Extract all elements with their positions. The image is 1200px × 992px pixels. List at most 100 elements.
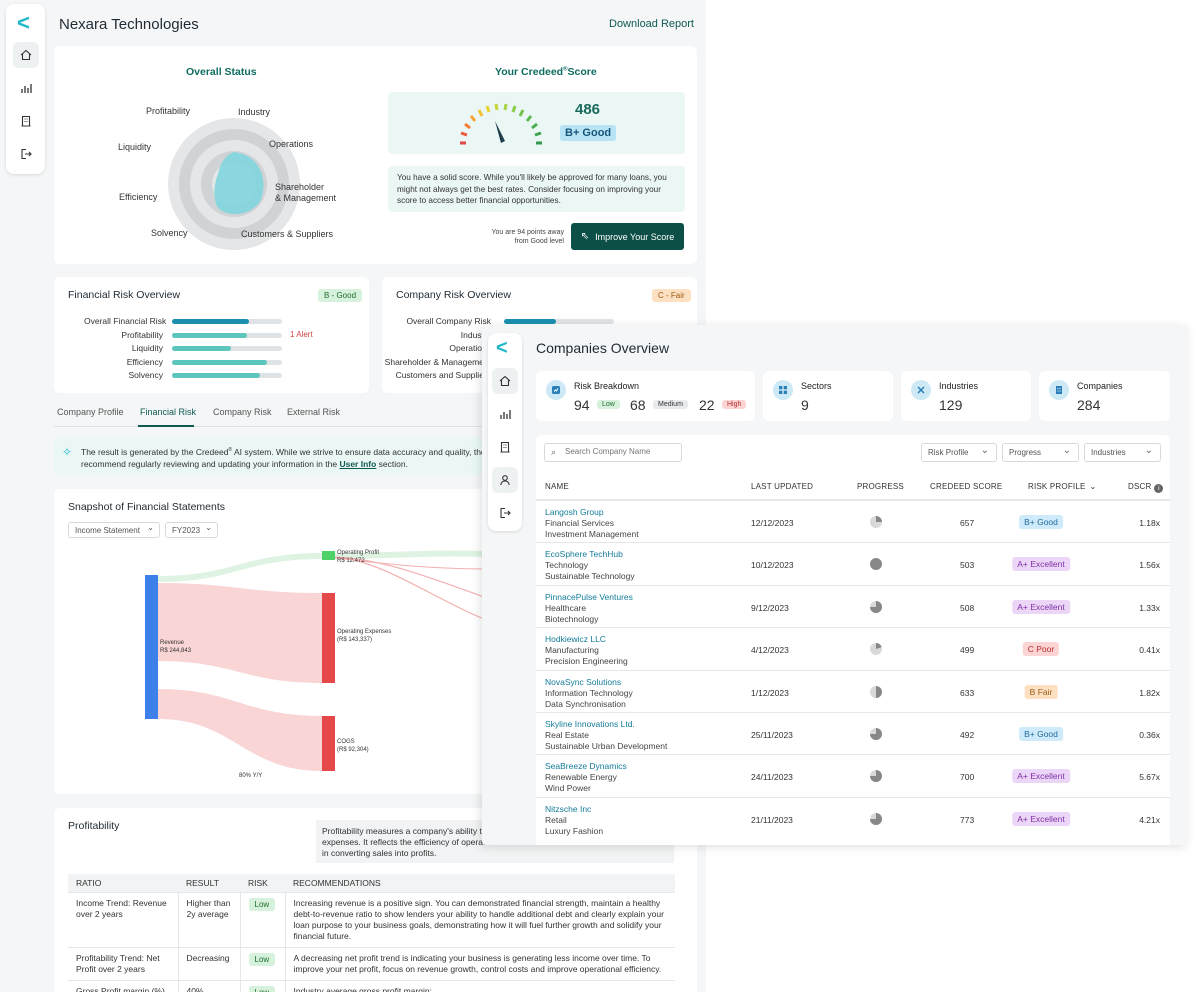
tab-financial-risk[interactable]: Financial Risk <box>140 407 197 417</box>
header-risk[interactable]: RISK PROFILE ⌄ <box>1028 482 1097 491</box>
header-dscr[interactable]: DSCR i <box>1128 482 1164 493</box>
company-industry: Sustainable Urban Development <box>545 741 668 751</box>
table-row[interactable]: Langosh Group Financial Services Investm… <box>536 500 1170 543</box>
search-input[interactable] <box>565 447 677 456</box>
company-industry: Wind Power <box>545 783 591 794</box>
profitability-title: Profitability <box>68 820 120 832</box>
company-name-link[interactable]: NovaSync Solutions <box>545 676 622 687</box>
table-row: Gross Profit margin (%) 40% Low Industry… <box>68 980 675 992</box>
risk-profile-badge: A+ Excellent <box>1012 769 1070 784</box>
last-updated: 24/11/2023 <box>751 772 793 783</box>
table-row: Profitability Trend: Net Profit over 2 y… <box>68 947 675 980</box>
user-info-link[interactable]: User Info <box>339 459 377 469</box>
industries-card: Industries 129 <box>901 371 1031 421</box>
radar-label-operations: Operations <box>269 139 314 149</box>
company-industry: Sustainable Technology <box>545 571 635 582</box>
table-row[interactable]: Hodkiewicz LLC Manufacturing Precision E… <box>536 627 1170 671</box>
financial-risk-bar-fill <box>172 346 232 351</box>
company-name-link[interactable]: Nitzsche Inc <box>545 803 592 814</box>
table-header: RESULT <box>186 877 219 888</box>
company-risk-label: Overall Company Risk <box>406 316 491 326</box>
financial-risk-bar <box>172 319 282 324</box>
dscr-value: 5.67x <box>1139 772 1160 783</box>
search-icon: ⌕ <box>551 447 557 457</box>
progress-filter[interactable]: Progress <box>1002 443 1079 462</box>
financial-risk-label: Overall Financial Risk <box>84 316 167 326</box>
tab-underline <box>54 426 697 427</box>
building-icon[interactable] <box>492 434 518 460</box>
building-icon[interactable] <box>13 108 39 134</box>
header-updated[interactable]: LAST UPDATED <box>751 482 814 491</box>
risk-profile-badge: B+ Good <box>1019 727 1063 741</box>
chart-icon[interactable] <box>13 75 39 101</box>
progress-pie <box>870 812 882 825</box>
high-count: 22 <box>699 397 715 413</box>
header-name[interactable]: NAME <box>545 482 569 491</box>
sankey-label-op-profit: Operating Profit <box>337 550 380 556</box>
company-risk-label: Customers and Suppliers <box>395 370 491 380</box>
download-report-link[interactable]: Download Report <box>609 18 694 30</box>
score-panel: 486 B+ Good <box>388 92 685 154</box>
credeed-score: 499 <box>960 645 975 656</box>
logout-icon[interactable] <box>13 141 39 167</box>
medium-count: 68 <box>630 397 646 413</box>
home-icon[interactable] <box>492 368 518 394</box>
table-row[interactable]: NovaSync Solutions Information Technolog… <box>536 669 1170 713</box>
company-risk-label: Shareholder & Management <box>384 356 491 367</box>
status-card: Overall Status Profitability Industry Op… <box>54 46 697 264</box>
financial-risk-label: Liquidity <box>131 343 163 353</box>
company-sector: Financial Services <box>545 518 614 528</box>
dscr-value: 0.41x <box>1139 645 1160 656</box>
table-row[interactable]: Nitzsche Inc Retail Luxury Fashion 21/11… <box>536 796 1170 840</box>
credeed-score: 657 <box>960 518 975 528</box>
table-row[interactable]: Skyline Innovations Ltd. Real Estate Sus… <box>536 712 1170 755</box>
company-industry: Luxury Fashion <box>545 825 604 836</box>
progress-pie <box>870 516 882 528</box>
tab-external-risk[interactable]: External Risk <box>287 407 341 417</box>
financial-risk-bar-fill <box>172 319 249 324</box>
radar-label-profitability: Profitability <box>146 106 191 116</box>
tab-company-profile[interactable]: Company Profile <box>57 407 124 417</box>
table-row[interactable]: EcoSphere TechHub Technology Sustainable… <box>536 542 1170 586</box>
header-progress[interactable]: PROGRESS <box>857 482 904 491</box>
risk-profile-badge: A+ Excellent <box>1012 811 1070 826</box>
brand-logo-icon: < <box>496 337 508 359</box>
company-risk-label: Operations <box>449 343 491 353</box>
company-sector: Retail <box>545 814 567 825</box>
industries-filter[interactable]: Industries <box>1084 443 1161 462</box>
financial-risk-card: Financial Risk Overview B - Good Overall… <box>54 277 369 393</box>
company-name-link[interactable]: PinnacePulse Ventures <box>545 591 633 602</box>
company-name-link[interactable]: EcoSphere TechHub <box>545 549 623 560</box>
risk-badge: Low <box>248 952 276 966</box>
progress-pie <box>870 558 882 571</box>
profitability-card: Profitability Profitability measures a c… <box>54 808 697 992</box>
table-row[interactable]: SeaBreeze Dynamics Renewable Energy Wind… <box>536 754 1170 798</box>
improve-score-button[interactable]: ⇖ Improve Your Score <box>571 223 684 250</box>
table-row[interactable]: PinnacePulse Ventures Healthcare Biotech… <box>536 584 1170 628</box>
search-box[interactable]: ⌕ <box>544 443 682 462</box>
table-row: Income Trend: Revenue over 2 years Highe… <box>68 892 675 947</box>
dscr-value: 1.82x <box>1139 687 1160 698</box>
profitability-table: RATIO RESULT RISK RECOMMENDATIONS Income… <box>68 874 675 992</box>
user-icon[interactable] <box>492 467 518 493</box>
tab-company-risk[interactable]: Company Risk <box>213 407 272 417</box>
medium-badge: Medium <box>653 400 688 409</box>
chart-icon[interactable] <box>492 401 518 427</box>
statement-select[interactable]: Income Statement ⌄ <box>68 522 160 538</box>
low-badge: Low <box>597 400 620 409</box>
alert-text[interactable]: 1 Alert <box>290 329 313 339</box>
credeed-score: 503 <box>960 560 975 571</box>
company-name-link[interactable]: Skyline Innovations Ltd. <box>545 719 635 729</box>
company-name-link[interactable]: Langosh Group <box>545 507 604 517</box>
last-updated: 21/11/2023 <box>751 814 793 825</box>
financial-risk-label: Solvency <box>128 370 164 380</box>
home-icon[interactable] <box>12 42 39 68</box>
logout-icon[interactable] <box>492 500 518 526</box>
year-select[interactable]: FY2023 ⌄ <box>165 522 218 538</box>
score-message: You have a solid score. While you'll lik… <box>388 166 685 212</box>
header-score[interactable]: CREDEED SCORE <box>930 482 1003 491</box>
company-name-link[interactable]: Hodkiewicz LLC <box>545 634 606 645</box>
risk-profile-filter[interactable]: Risk Profile <box>921 443 997 462</box>
radar-label-efficiency: Efficiency <box>119 192 158 202</box>
company-name-link[interactable]: SeaBreeze Dynamics <box>545 761 627 772</box>
